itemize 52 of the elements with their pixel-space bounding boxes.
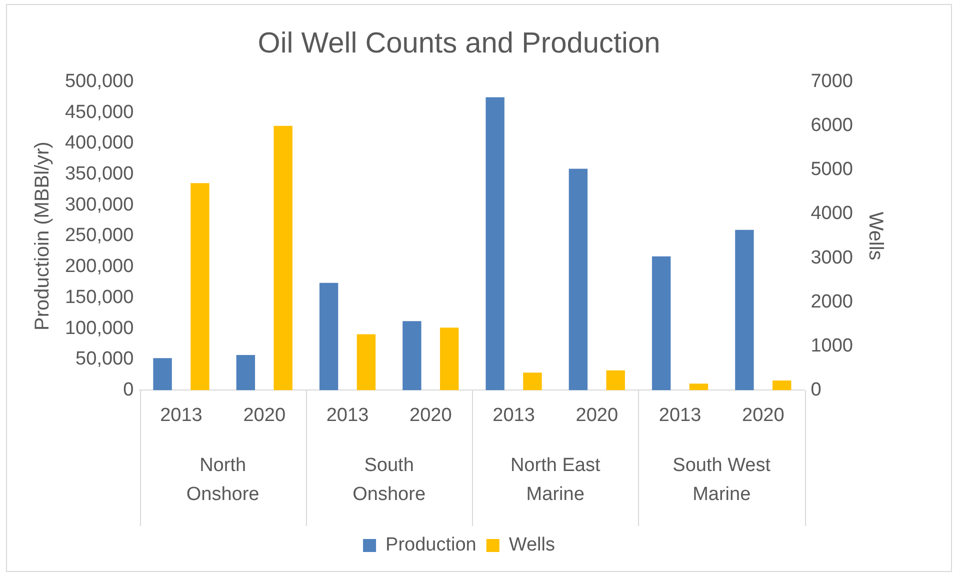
y-tick-label: 0 xyxy=(123,379,134,400)
text: North Onshore xyxy=(186,454,260,505)
y2-tick-label: 0 xyxy=(810,379,822,400)
bar xyxy=(356,334,376,390)
y-tick-label: 500,000 xyxy=(64,71,134,92)
y2-tick-label: 2000 xyxy=(810,291,854,312)
bar xyxy=(153,358,172,390)
chart-title: Oil Well Counts and Production xyxy=(258,27,660,60)
y2-axis-title: Wells xyxy=(864,212,886,260)
bar xyxy=(689,384,708,390)
y2-tick-label: 4000 xyxy=(810,203,854,224)
text: South West Marine xyxy=(672,454,772,505)
bar xyxy=(402,321,422,390)
bar xyxy=(486,97,504,390)
x-tick-label: 2020 xyxy=(410,404,452,426)
x-tick-label: 2013 xyxy=(160,404,202,426)
bar xyxy=(190,183,210,390)
y2-tick-label: 7000 xyxy=(810,71,854,92)
bar xyxy=(652,256,671,390)
x-tick-label: 2020 xyxy=(576,404,618,426)
y-tick-label: 50,000 xyxy=(76,348,134,370)
legend-label: Production xyxy=(386,534,476,556)
y2-tick-label: 3000 xyxy=(810,247,854,268)
y2-tick-label: 1000 xyxy=(810,335,854,356)
bar xyxy=(735,230,754,390)
y2-tick-label: 6000 xyxy=(810,115,854,136)
y-tick-label: 250,000 xyxy=(64,225,134,246)
y-tick-label: 150,000 xyxy=(64,286,134,308)
x-tick-label: 2020 xyxy=(243,404,286,426)
x-tick-label: 2013 xyxy=(492,404,535,426)
bar xyxy=(568,168,588,390)
bar xyxy=(606,370,625,390)
bar xyxy=(319,282,338,390)
text: South Onshore xyxy=(352,454,426,505)
y-axis-title: Productioin (MBBl/yr) xyxy=(32,142,54,330)
x-tick-label: 2013 xyxy=(658,404,702,426)
y-tick-label: 100,000 xyxy=(64,318,134,339)
y-tick-label: 400,000 xyxy=(64,132,134,154)
bar xyxy=(274,126,292,390)
x-tick-label: 2020 xyxy=(742,404,784,426)
bar xyxy=(440,328,459,390)
y-tick-label: 450,000 xyxy=(64,102,134,123)
bar xyxy=(523,372,542,390)
x-tick-label: 2013 xyxy=(326,404,369,426)
y-tick-label: 350,000 xyxy=(64,164,134,185)
bar xyxy=(772,380,792,390)
text: North East Marine xyxy=(510,454,601,505)
y-tick-label: 200,000 xyxy=(64,256,134,278)
y-tick-label: 300,000 xyxy=(64,194,134,216)
bar xyxy=(236,355,256,390)
y2-tick-label: 5000 xyxy=(810,159,854,180)
legend-label: Wells xyxy=(508,534,555,556)
